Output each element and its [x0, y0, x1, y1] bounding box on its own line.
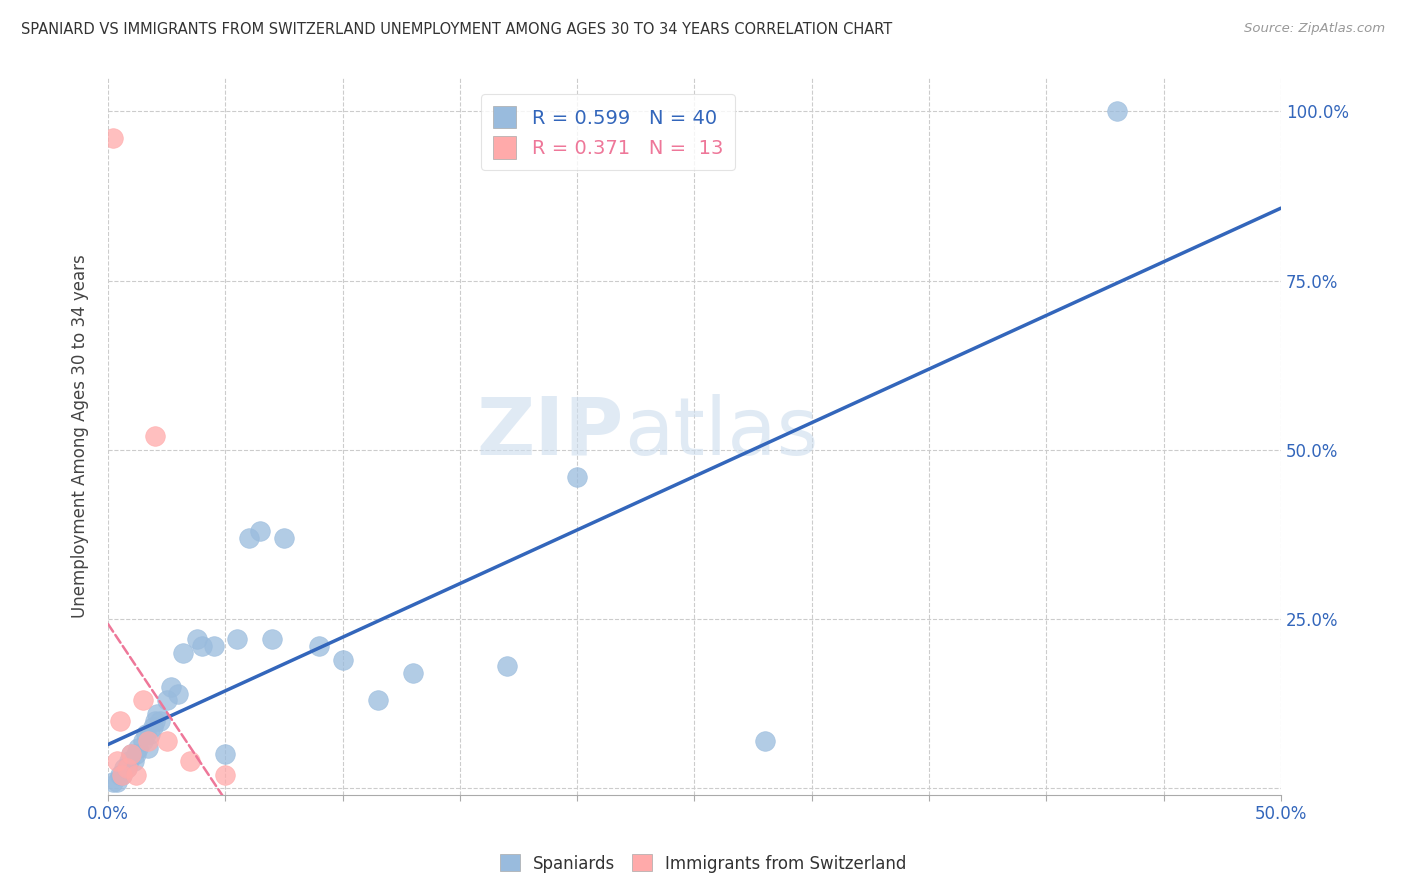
Point	[156, 693, 179, 707]
Legend: R = 0.599   N = 40, R = 0.371   N =  13: R = 0.599 N = 40, R = 0.371 N = 13	[481, 95, 735, 170]
Point	[143, 429, 166, 443]
Point	[108, 714, 131, 728]
Text: atlas: atlas	[624, 393, 818, 472]
Point	[132, 693, 155, 707]
Point	[146, 706, 169, 721]
Point	[122, 754, 145, 768]
Point	[125, 747, 148, 762]
Point	[120, 747, 142, 762]
Point	[262, 632, 284, 647]
Point	[115, 761, 138, 775]
Point	[120, 747, 142, 762]
Point	[179, 754, 201, 768]
Point	[754, 734, 776, 748]
Point	[332, 653, 354, 667]
Point	[273, 531, 295, 545]
Point	[115, 761, 138, 775]
Point	[149, 714, 172, 728]
Point	[139, 727, 162, 741]
Point	[191, 639, 214, 653]
Point	[367, 693, 389, 707]
Point	[112, 761, 135, 775]
Point	[402, 666, 425, 681]
Point	[143, 714, 166, 728]
Point	[238, 531, 260, 545]
Point	[567, 470, 589, 484]
Y-axis label: Unemployment Among Ages 30 to 34 years: Unemployment Among Ages 30 to 34 years	[72, 254, 89, 618]
Point	[125, 768, 148, 782]
Point	[101, 774, 124, 789]
Point	[160, 680, 183, 694]
Point	[156, 734, 179, 748]
Point	[135, 727, 157, 741]
Point	[105, 774, 128, 789]
Point	[226, 632, 249, 647]
Point	[132, 734, 155, 748]
Point	[118, 754, 141, 768]
Point	[136, 740, 159, 755]
Point	[1105, 104, 1128, 119]
Text: SPANIARD VS IMMIGRANTS FROM SWITZERLAND UNEMPLOYMENT AMONG AGES 30 TO 34 YEARS C: SPANIARD VS IMMIGRANTS FROM SWITZERLAND …	[21, 22, 893, 37]
Point	[108, 768, 131, 782]
Point	[142, 720, 165, 734]
Point	[495, 659, 517, 673]
Point	[249, 524, 271, 538]
Text: ZIP: ZIP	[477, 393, 624, 472]
Point	[136, 734, 159, 748]
Point	[101, 131, 124, 145]
Point	[186, 632, 208, 647]
Point	[214, 768, 236, 782]
Point	[214, 747, 236, 762]
Legend: Spaniards, Immigrants from Switzerland: Spaniards, Immigrants from Switzerland	[494, 847, 912, 880]
Point	[105, 754, 128, 768]
Point	[202, 639, 225, 653]
Point	[167, 686, 190, 700]
Point	[111, 768, 134, 782]
Point	[111, 768, 134, 782]
Point	[308, 639, 330, 653]
Point	[127, 740, 149, 755]
Point	[172, 646, 194, 660]
Text: Source: ZipAtlas.com: Source: ZipAtlas.com	[1244, 22, 1385, 36]
